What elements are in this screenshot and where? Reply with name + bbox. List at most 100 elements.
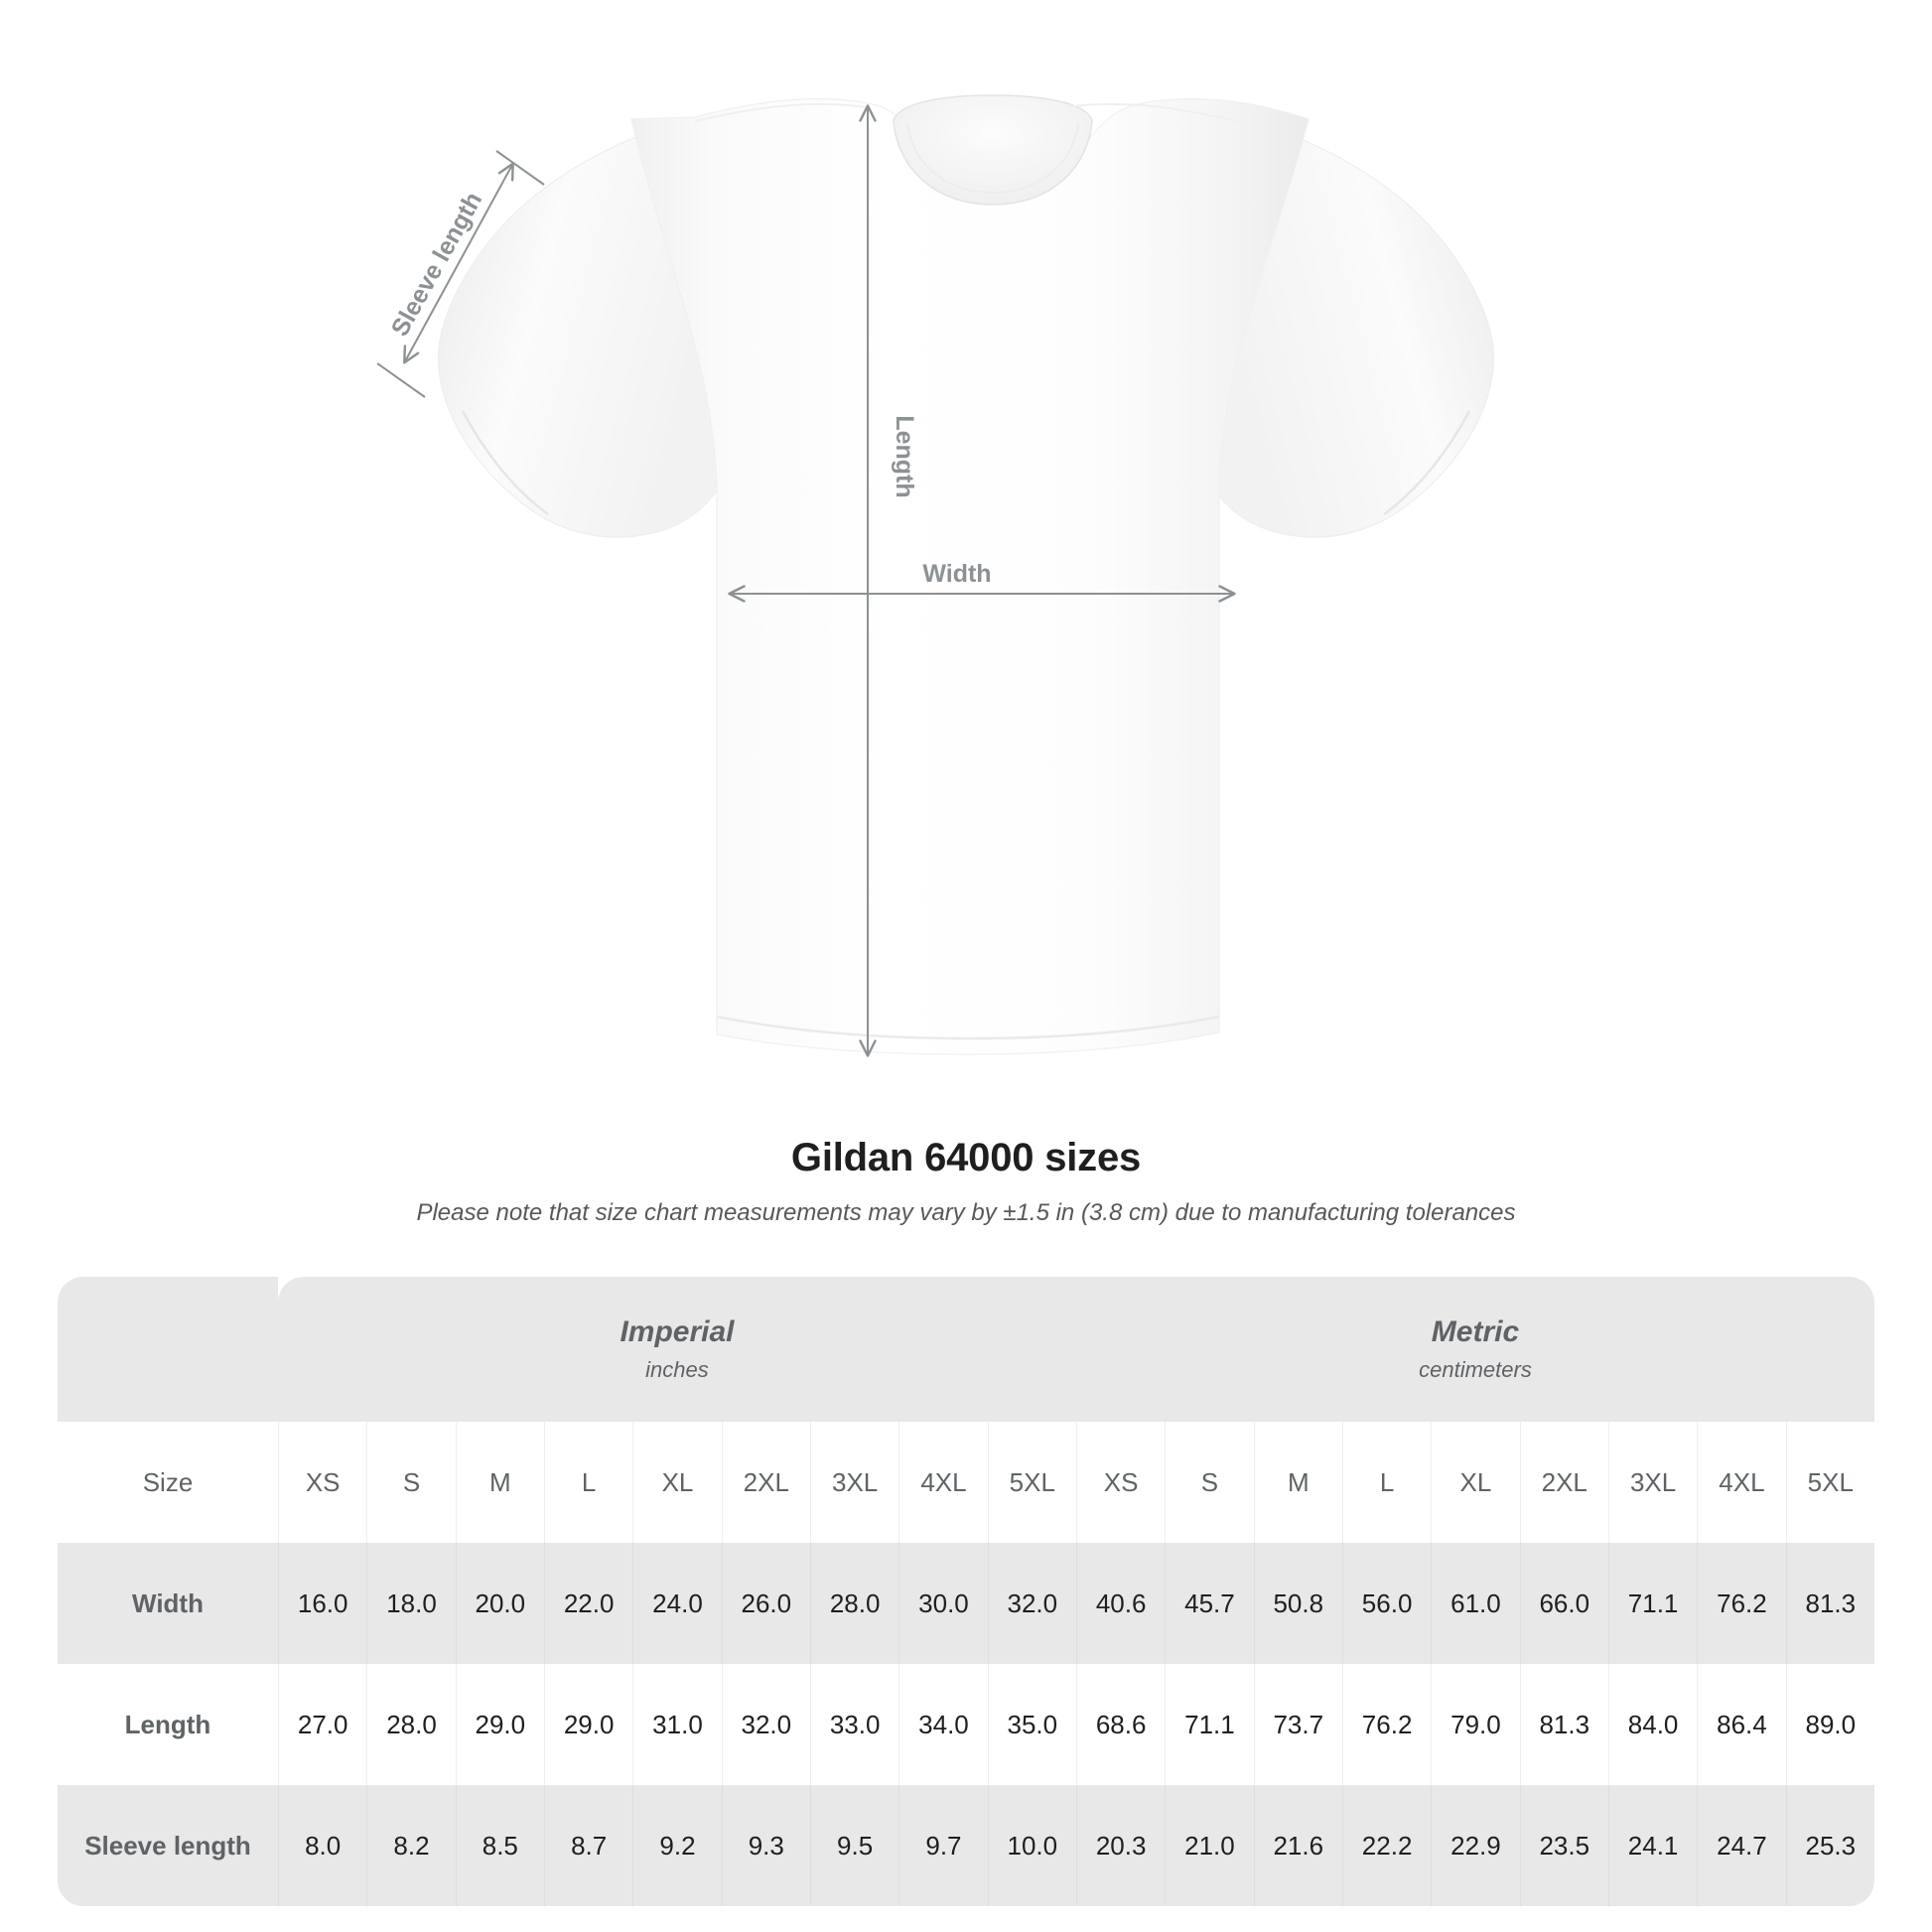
cell-width-metric-xs: 40.6 xyxy=(1075,1543,1166,1664)
size-header-metric-5xl: 5XL xyxy=(1785,1422,1874,1543)
tshirt-diagram: Sleeve length Length Width xyxy=(376,94,1495,1057)
size-header-imperial-3xl: 3XL xyxy=(809,1422,899,1543)
cell-width-imperial-2xl: 26.0 xyxy=(721,1543,810,1664)
unit-imperial-sub: inches xyxy=(645,1357,709,1382)
cell-width-metric-xl: 61.0 xyxy=(1431,1543,1520,1664)
tolerance-note: Please note that size chart measurements… xyxy=(416,1199,1516,1226)
cell-sleeve-imperial-l: 8.7 xyxy=(543,1785,633,1906)
cell-length-imperial-s: 28.0 xyxy=(366,1664,456,1785)
cell-length-imperial-l: 29.0 xyxy=(543,1664,633,1785)
cell-width-metric-s: 45.7 xyxy=(1165,1543,1254,1664)
cell-sleeve-imperial-2xl: 9.3 xyxy=(721,1785,810,1906)
cell-sleeve-metric-s: 21.0 xyxy=(1165,1785,1254,1906)
right-sleeve xyxy=(1214,116,1495,538)
unit-imperial-name: Imperial xyxy=(620,1315,735,1348)
width-measurement: Width xyxy=(728,560,1236,603)
cell-length-imperial-xl: 31.0 xyxy=(632,1664,722,1785)
page-title: Gildan 64000 sizes xyxy=(790,1136,1142,1179)
sleeve-tick-top xyxy=(495,150,545,186)
cell-length-imperial-5xl: 35.0 xyxy=(987,1664,1076,1785)
size-header-metric-l: L xyxy=(1341,1422,1432,1543)
column-header-size: Size xyxy=(58,1422,278,1543)
unit-banner-row: Imperial inches Metric centimeters xyxy=(58,1277,1874,1422)
cell-length-metric-5xl: 89.0 xyxy=(1785,1664,1874,1785)
cell-sleeve-imperial-xl: 9.2 xyxy=(632,1785,722,1906)
cell-length-metric-s: 71.1 xyxy=(1165,1664,1254,1785)
cell-sleeve-metric-2xl: 23.5 xyxy=(1519,1785,1608,1906)
cell-width-metric-4xl: 76.2 xyxy=(1697,1543,1786,1664)
size-header-imperial-5xl: 5XL xyxy=(987,1422,1076,1543)
sleeve-length-arrow xyxy=(403,162,514,364)
cell-sleeve-metric-m: 21.6 xyxy=(1253,1785,1342,1906)
bottom-hem xyxy=(716,1015,1220,1040)
size-header-metric-s: S xyxy=(1165,1422,1254,1543)
cell-sleeve-imperial-4xl: 9.7 xyxy=(898,1785,988,1906)
cell-sleeve-metric-3xl: 24.1 xyxy=(1607,1785,1698,1906)
cell-length-metric-m: 73.7 xyxy=(1253,1664,1342,1785)
cell-width-imperial-l: 22.0 xyxy=(543,1543,633,1664)
table-row-length: Length 27.0 28.0 29.0 29.0 31.0 32.0 33.… xyxy=(58,1664,1874,1785)
cell-length-imperial-3xl: 33.0 xyxy=(809,1664,899,1785)
cell-length-imperial-m: 29.0 xyxy=(455,1664,544,1785)
row-label-sleeve-length: Sleeve length xyxy=(58,1785,278,1906)
size-table: Imperial inches Metric centimeters Size … xyxy=(58,1277,1874,1906)
cell-width-metric-m: 50.8 xyxy=(1253,1543,1342,1664)
cell-length-metric-xl: 79.0 xyxy=(1431,1664,1520,1785)
unit-group-imperial: Imperial inches xyxy=(278,1277,1076,1422)
right-sleeve-hem xyxy=(1383,410,1471,516)
cell-sleeve-imperial-s: 8.2 xyxy=(366,1785,456,1906)
length-measurement: Length xyxy=(859,104,918,1057)
cell-sleeve-imperial-3xl: 9.5 xyxy=(809,1785,899,1906)
cell-width-imperial-3xl: 28.0 xyxy=(809,1543,899,1664)
cell-length-metric-3xl: 84.0 xyxy=(1607,1664,1698,1785)
sleeve-tick-bottom xyxy=(376,362,426,398)
cell-length-metric-l: 76.2 xyxy=(1341,1664,1432,1785)
collar-inner-edge xyxy=(906,122,1079,195)
row-label-length: Length xyxy=(58,1664,278,1785)
cell-width-imperial-s: 18.0 xyxy=(366,1543,456,1664)
cell-length-imperial-xs: 27.0 xyxy=(278,1664,367,1785)
cell-width-imperial-4xl: 30.0 xyxy=(898,1543,988,1664)
table-row-sleeve-length: Sleeve length 8.0 8.2 8.5 8.7 9.2 9.3 9.… xyxy=(58,1785,1874,1906)
unit-group-metric: Metric centimeters xyxy=(1075,1277,1874,1422)
size-header-metric-xl: XL xyxy=(1431,1422,1520,1543)
cell-length-metric-xs: 68.6 xyxy=(1075,1664,1166,1785)
unit-banner-spacer xyxy=(58,1277,278,1422)
cell-length-imperial-2xl: 32.0 xyxy=(721,1664,810,1785)
cell-width-imperial-xs: 16.0 xyxy=(278,1543,367,1664)
cell-length-metric-2xl: 81.3 xyxy=(1519,1664,1608,1785)
tshirt-illustration xyxy=(437,94,1495,1055)
cell-width-metric-l: 56.0 xyxy=(1341,1543,1432,1664)
cell-width-imperial-xl: 24.0 xyxy=(632,1543,722,1664)
size-header-metric-2xl: 2XL xyxy=(1519,1422,1608,1543)
cell-sleeve-metric-4xl: 24.7 xyxy=(1697,1785,1786,1906)
cell-sleeve-imperial-xs: 8.0 xyxy=(278,1785,367,1906)
cell-width-imperial-5xl: 32.0 xyxy=(987,1543,1076,1664)
size-header-imperial-m: M xyxy=(455,1422,544,1543)
size-header-metric-3xl: 3XL xyxy=(1607,1422,1698,1543)
unit-metric-sub: centimeters xyxy=(1419,1357,1532,1382)
size-header-imperial-s: S xyxy=(366,1422,456,1543)
cell-sleeve-metric-l: 22.2 xyxy=(1341,1785,1432,1906)
chart-header: Gildan 64000 sizes Please note that size… xyxy=(0,1132,1932,1229)
table-row-width: Width 16.0 18.0 20.0 22.0 24.0 26.0 28.0… xyxy=(58,1543,1874,1664)
size-header-imperial-xs: XS xyxy=(278,1422,367,1543)
width-label: Width xyxy=(922,560,991,588)
size-header-imperial-4xl: 4XL xyxy=(898,1422,988,1543)
left-shoulder-seam xyxy=(694,102,867,122)
size-table-body: Imperial inches Metric centimeters Size … xyxy=(58,1277,1874,1906)
size-header-row: Size XS S M L XL 2XL 3XL 4XL 5XL XS S M … xyxy=(58,1422,1874,1543)
row-label-width: Width xyxy=(58,1543,278,1664)
size-header-imperial-2xl: 2XL xyxy=(721,1422,810,1543)
cell-length-metric-4xl: 86.4 xyxy=(1697,1664,1786,1785)
cell-sleeve-metric-5xl: 25.3 xyxy=(1785,1785,1874,1906)
cell-width-metric-5xl: 81.3 xyxy=(1785,1543,1874,1664)
cell-sleeve-imperial-5xl: 10.0 xyxy=(987,1785,1076,1906)
cell-sleeve-metric-xl: 22.9 xyxy=(1431,1785,1520,1906)
size-header-metric-m: M xyxy=(1253,1422,1342,1543)
cell-width-imperial-m: 20.0 xyxy=(455,1543,544,1664)
cell-width-metric-3xl: 71.1 xyxy=(1607,1543,1698,1664)
collar xyxy=(893,94,1093,206)
size-header-imperial-xl: XL xyxy=(632,1422,722,1543)
